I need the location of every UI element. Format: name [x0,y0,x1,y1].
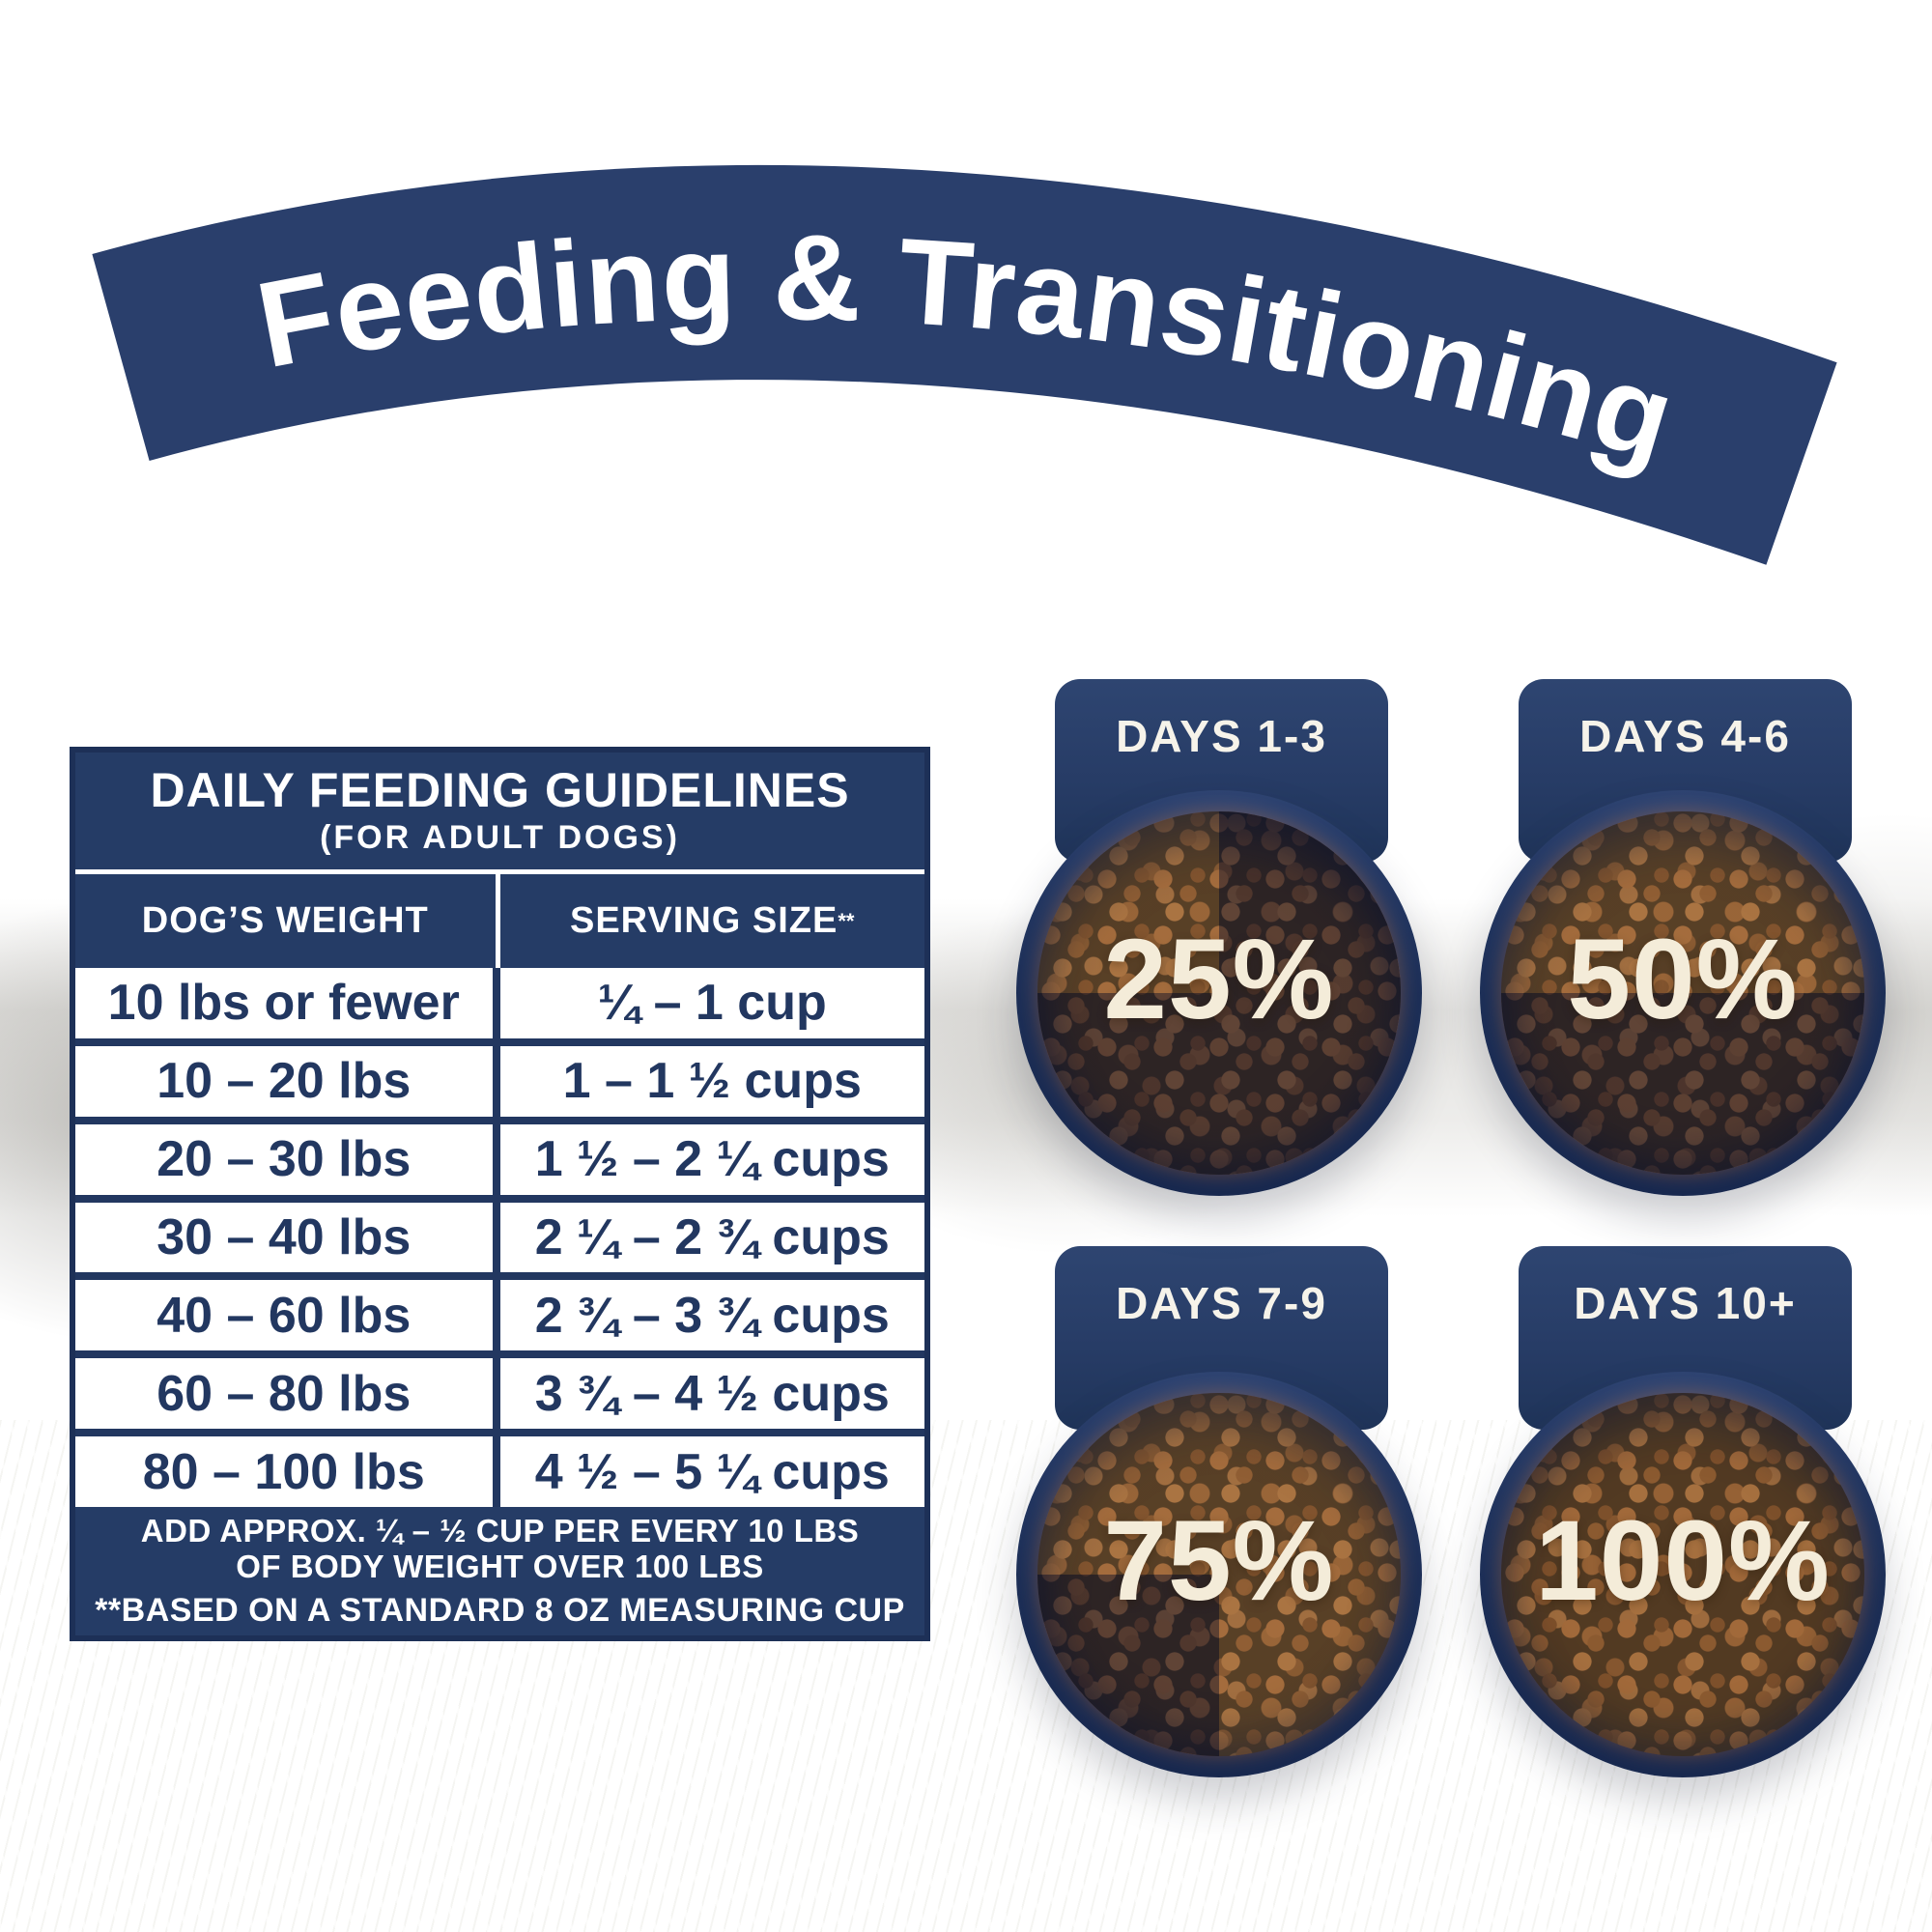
percent-label: 75% [1103,1497,1335,1625]
table-row: 60 – 80 lbs 3 ¾ – 4 ½ cups [75,1350,924,1430]
column-header-serving-size: SERVING SIZE ** [500,874,925,968]
serving-cell: 3 ¾ – 4 ½ cups [534,1365,890,1422]
weight-cell: 10 lbs or fewer [75,968,500,1038]
kibble-bowl-50-percent: 50% [1480,790,1886,1196]
serving-cell: 2 ¼ – 2 ¾ cups [534,1209,890,1265]
table-column-headers: DOG’S WEIGHT SERVING SIZE ** [75,874,924,968]
percent-label: 25% [1103,916,1335,1043]
card-label: DAYS 7-9 [1116,1278,1327,1328]
kibble-bowl-100-percent: 100% [1480,1372,1886,1777]
kibble-food-photo [1037,1393,1401,1756]
serving-cell: 2 ¾ – 3 ¾ cups [534,1287,890,1344]
column-header-dogs-weight: DOG’S WEIGHT [75,874,500,968]
table-header: DAILY FEEDING GUIDELINES (FOR ADULT DOGS… [75,753,924,874]
table-body: 10 lbs or fewer ¼ – 1 cup 10 – 20 lbs 1 … [75,968,924,1508]
table-title: DAILY FEEDING GUIDELINES [150,762,850,817]
footnote-line-1: ADD APPROX. ¼ – ½ CUP PER EVERY 10 LBS [140,1513,860,1548]
serving-size-footnote-marker: ** [838,908,855,933]
card-label: DAYS 1-3 [1116,711,1327,761]
serving-cell: 1 ½ – 2 ¼ cups [534,1131,890,1188]
weight-cell: 30 – 40 lbs [75,1202,500,1273]
table-row: 10 lbs or fewer ¼ – 1 cup [75,968,924,1038]
weight-cell: 60 – 80 lbs [75,1358,500,1430]
table-row: 80 – 100 lbs 4 ½ – 5 ¼ cups [75,1429,924,1508]
column-header-serving-size-text: SERVING SIZE [569,900,838,941]
title-banner: Feeding & Transitioning [92,165,1837,565]
footnote-line-2: OF BODY WEIGHT OVER 100 LBS [236,1548,764,1584]
kibble-food-photo [1037,811,1401,1175]
kibble-food-photo [1501,811,1864,1175]
table-row: 40 – 60 lbs 2 ¾ – 3 ¾ cups [75,1272,924,1351]
percent-label: 50% [1567,916,1799,1043]
percent-label: 100% [1535,1497,1831,1625]
kibble-bowl-25-percent: 25% [1016,790,1422,1196]
table-footnote: ADD APPROX. ¼ – ½ CUP PER EVERY 10 LBS O… [75,1507,924,1635]
footnote-line-3: **BASED ON A STANDARD 8 OZ MEASURING CUP [95,1591,905,1629]
serving-cell: 4 ½ – 5 ¼ cups [534,1443,890,1500]
table-row: 20 – 30 lbs 1 ½ – 2 ¼ cups [75,1116,924,1195]
kibble-food-photo [1501,1393,1864,1756]
daily-feeding-guidelines-table: DAILY FEEDING GUIDELINES (FOR ADULT DOGS… [70,747,930,1641]
table-subtitle: (FOR ADULT DOGS) [320,819,680,857]
card-label: DAYS 10+ [1574,1278,1797,1328]
kibble-bowl-75-percent: 75% [1016,1372,1422,1777]
card-label: DAYS 4-6 [1579,711,1791,761]
weight-cell: 20 – 30 lbs [75,1123,500,1195]
table-row: 30 – 40 lbs 2 ¼ – 2 ¾ cups [75,1194,924,1273]
table-row: 10 – 20 lbs 1 – 1 ½ cups [75,1037,924,1117]
serving-cell: 1 – 1 ½ cups [562,1053,862,1110]
weight-cell: 10 – 20 lbs [75,1045,500,1117]
banner-ribbon-shape [92,165,1837,565]
weight-cell: 80 – 100 lbs [75,1436,500,1508]
weight-cell: 40 – 60 lbs [75,1280,500,1351]
serving-cell: ¼ – 1 cup [597,975,827,1032]
